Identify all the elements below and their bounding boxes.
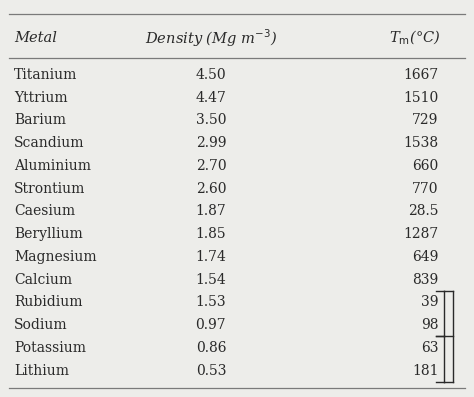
Text: 729: 729 xyxy=(412,114,438,127)
Text: 63: 63 xyxy=(421,341,438,355)
Text: Strontium: Strontium xyxy=(14,181,86,196)
Text: 2.70: 2.70 xyxy=(196,159,226,173)
Text: Lithium: Lithium xyxy=(14,364,69,378)
Text: 3.50: 3.50 xyxy=(196,114,226,127)
Text: 2.60: 2.60 xyxy=(196,181,226,196)
Text: 1667: 1667 xyxy=(403,68,438,82)
Text: 1510: 1510 xyxy=(403,91,438,105)
Text: 1538: 1538 xyxy=(403,136,438,150)
Text: Scandium: Scandium xyxy=(14,136,85,150)
Text: 660: 660 xyxy=(412,159,438,173)
Text: 4.47: 4.47 xyxy=(195,91,227,105)
Text: 839: 839 xyxy=(412,273,438,287)
Text: Sodium: Sodium xyxy=(14,318,68,332)
Text: 181: 181 xyxy=(412,364,438,378)
Text: 649: 649 xyxy=(412,250,438,264)
Text: 1.54: 1.54 xyxy=(196,273,226,287)
Text: 39: 39 xyxy=(421,295,438,309)
Text: Calcium: Calcium xyxy=(14,273,73,287)
Text: 1.53: 1.53 xyxy=(196,295,226,309)
Text: 0.97: 0.97 xyxy=(196,318,226,332)
Text: Metal: Metal xyxy=(14,31,57,45)
Text: T$_\mathrm{m}$(°C): T$_\mathrm{m}$(°C) xyxy=(389,29,440,47)
Text: Barium: Barium xyxy=(14,114,66,127)
Text: Rubidium: Rubidium xyxy=(14,295,83,309)
Text: 98: 98 xyxy=(421,318,438,332)
Text: Magnesium: Magnesium xyxy=(14,250,97,264)
Text: 28.5: 28.5 xyxy=(408,204,438,218)
Text: 2.99: 2.99 xyxy=(196,136,226,150)
Text: 1.85: 1.85 xyxy=(196,227,226,241)
Text: 0.53: 0.53 xyxy=(196,364,226,378)
Text: 1287: 1287 xyxy=(403,227,438,241)
Text: Aluminium: Aluminium xyxy=(14,159,91,173)
Text: Beryllium: Beryllium xyxy=(14,227,83,241)
Text: Density (Mg m$^{-3}$): Density (Mg m$^{-3}$) xyxy=(145,27,277,48)
Text: Potassium: Potassium xyxy=(14,341,86,355)
Text: 770: 770 xyxy=(412,181,438,196)
Text: 1.74: 1.74 xyxy=(195,250,227,264)
Text: Caesium: Caesium xyxy=(14,204,75,218)
Text: Titanium: Titanium xyxy=(14,68,78,82)
Text: 0.86: 0.86 xyxy=(196,341,226,355)
Text: 1.87: 1.87 xyxy=(196,204,226,218)
Text: 4.50: 4.50 xyxy=(196,68,226,82)
Text: Yttrium: Yttrium xyxy=(14,91,68,105)
